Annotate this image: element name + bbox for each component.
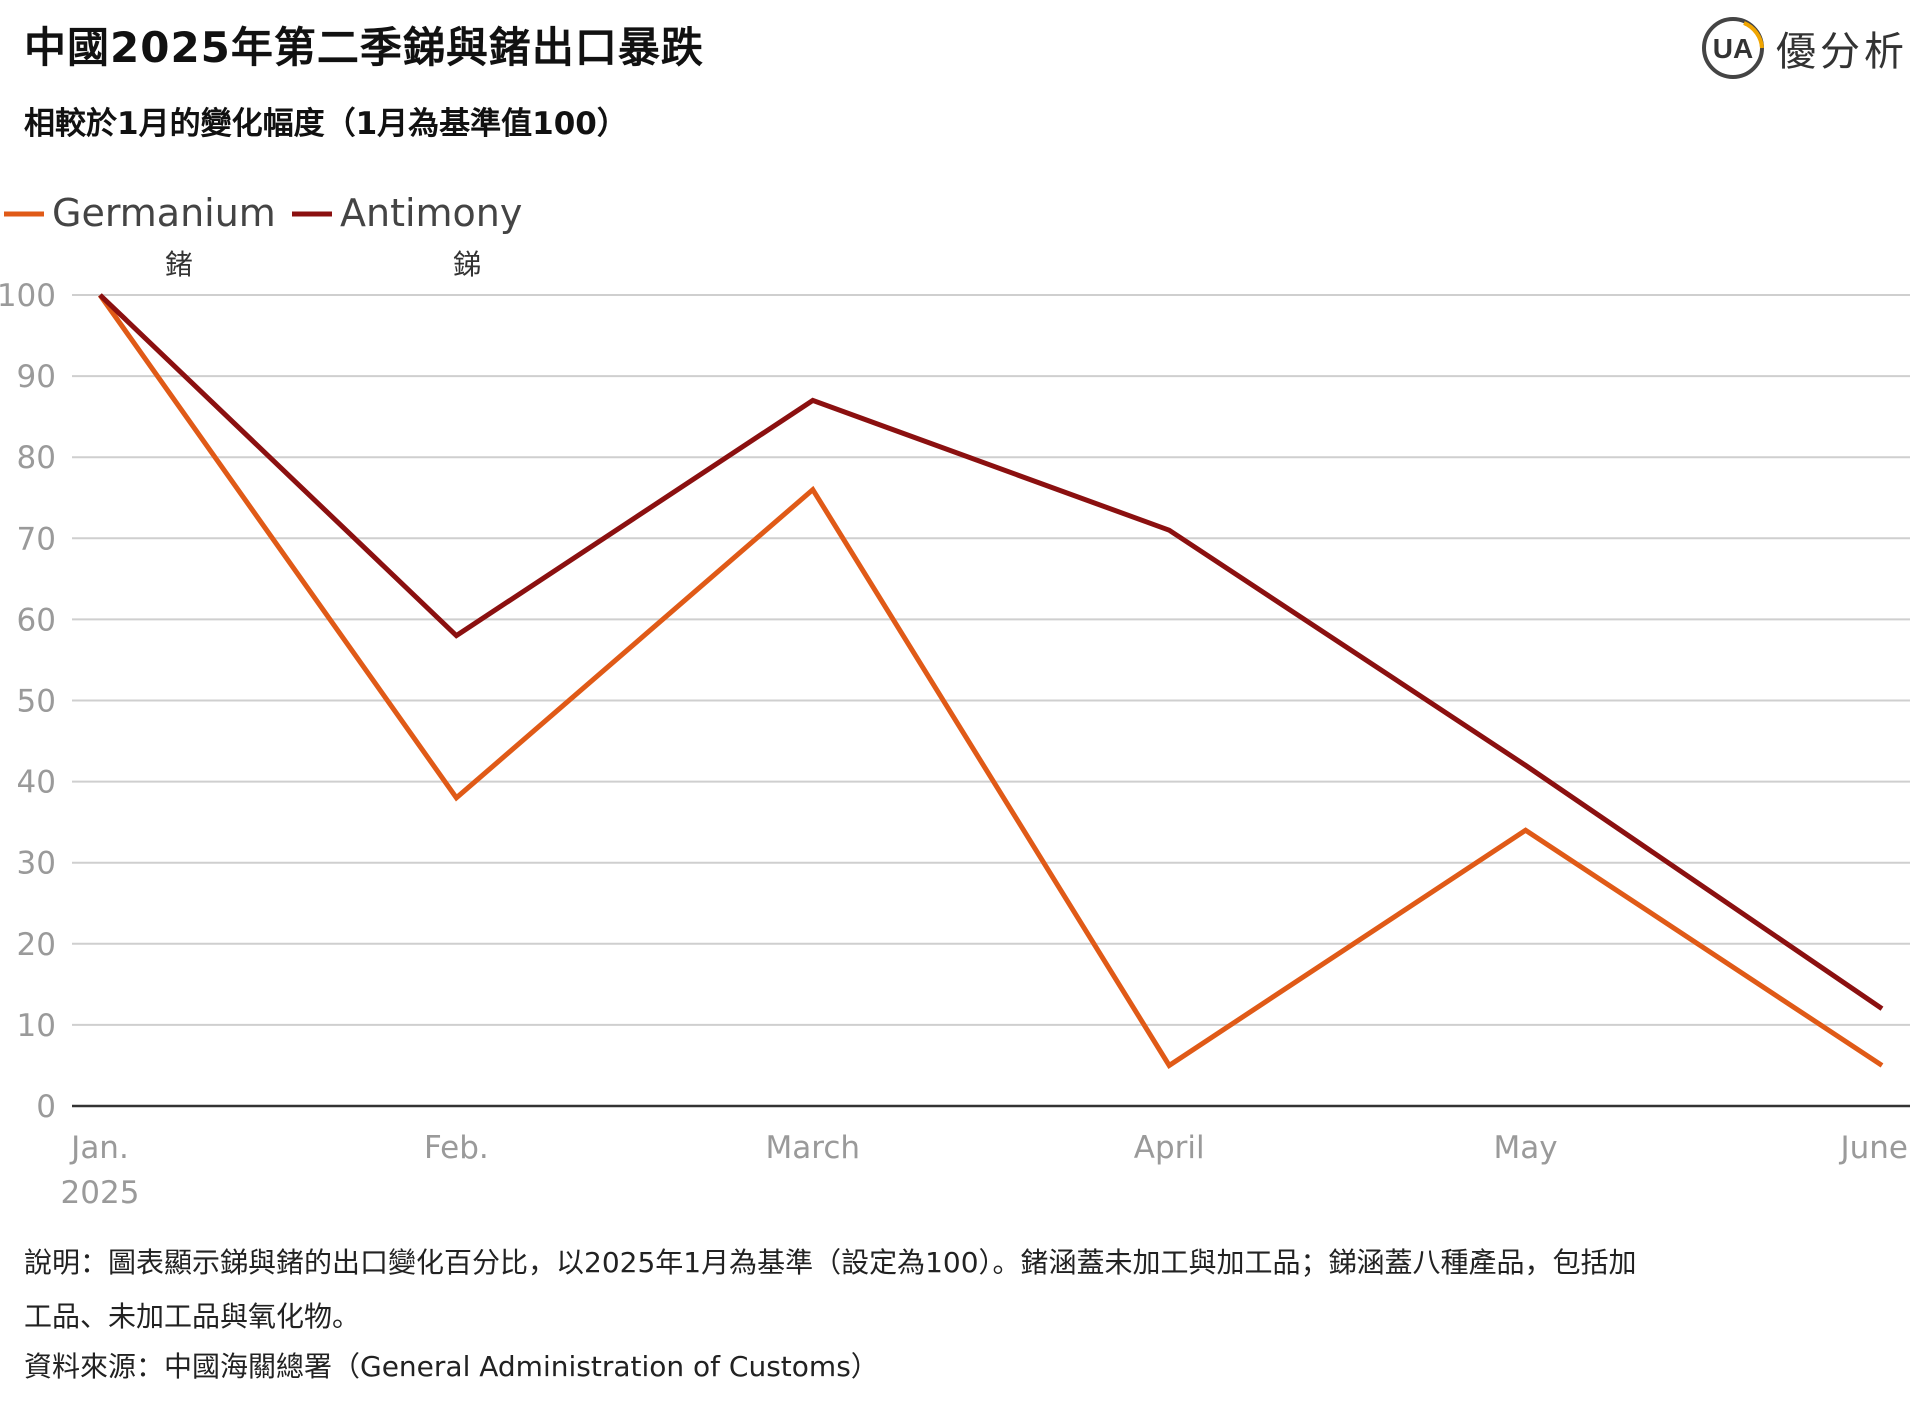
logo-mark-text: UA [1713, 33, 1753, 64]
y-tick-label: 60 [17, 602, 56, 638]
y-tick-label: 80 [17, 440, 56, 476]
y-tick-label: 10 [17, 1008, 56, 1044]
y-tick-label: 20 [17, 927, 56, 963]
y-tick-label: 0 [36, 1089, 56, 1125]
brand-logo: UA 優分析 [1700, 8, 1920, 88]
x-tick-label: April [1134, 1130, 1205, 1166]
legend-label-cn-germanium: 鍺 [165, 248, 193, 281]
y-tick-label: 100 [0, 278, 56, 314]
legend-label-cn-antimony: 銻 [453, 248, 481, 281]
x-tick-sublabel: 2025 [61, 1175, 140, 1211]
y-tick-label: 70 [17, 521, 56, 557]
chart-title: 中國2025年第二季銻與鍺出口暴跌 [24, 23, 704, 72]
y-tick-label: 40 [17, 765, 56, 801]
legend-label-germanium: Germanium [52, 191, 276, 235]
x-tick-label: Feb. [424, 1130, 489, 1166]
brand-name: 優分析 [1776, 29, 1908, 75]
x-tick-label: Jan. [69, 1130, 129, 1166]
y-tick-label: 90 [17, 359, 56, 395]
x-tick-label: May [1494, 1130, 1558, 1166]
x-tick-label: March [766, 1130, 861, 1166]
y-tick-label: 30 [17, 846, 56, 882]
legend-label-antimony: Antimony [340, 191, 522, 235]
note-line-2: 工品、未加工品與氧化物。 [24, 1300, 361, 1333]
chart-source: 資料來源：中國海關總署（General Administration of Cu… [24, 1350, 879, 1383]
chart-note: 說明：圖表顯示銻與鍺的出口變化百分比，以2025年1月為基準（設定為100）。鍺… [24, 1236, 1894, 1344]
note-line-1: 說明：圖表顯示銻與鍺的出口變化百分比，以2025年1月為基準（設定為100）。鍺… [24, 1246, 1637, 1279]
series-line-antimony [98, 293, 1884, 1011]
series-line-germanium [97, 293, 1884, 1069]
line-chart: 0 10 20 30 40 50 60 70 80 90 100 Jan. 2025 Feb. March A… [0, 191, 1910, 1211]
y-tick-label: 50 [17, 684, 56, 720]
x-tick-label: June [1838, 1130, 1908, 1166]
ua-logo-icon: UA [1702, 17, 1764, 79]
chart-subtitle: 相較於1月的變化幅度（1月為基準值100） [24, 106, 628, 142]
